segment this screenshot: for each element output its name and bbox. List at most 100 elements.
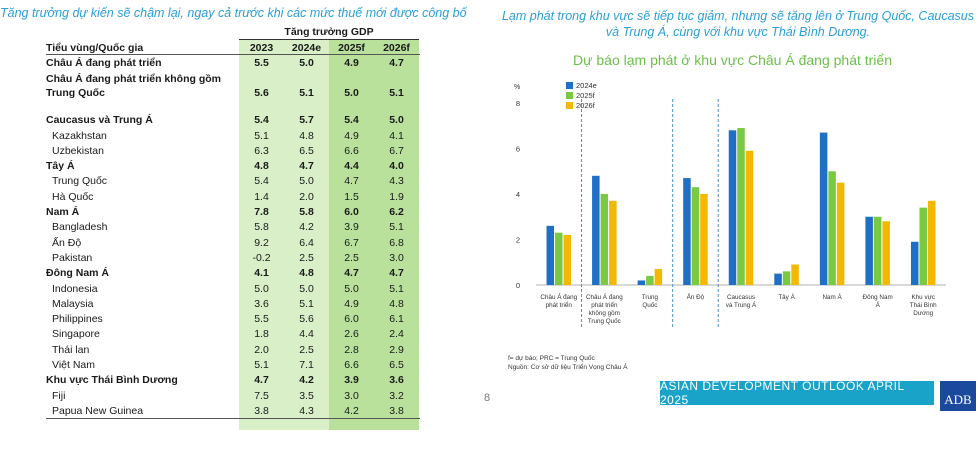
table-row: Caucasus và Trung Á 5.4 5.7 5.4 5.0 — [46, 113, 420, 128]
table-cell: 3.9 — [344, 374, 359, 387]
row-label: Caucasus và Trung Á — [46, 114, 153, 127]
table-cell: 4.1 — [389, 129, 404, 142]
x-tick-label: Nam Á — [822, 292, 842, 301]
table-cell: 5.1 — [299, 86, 314, 99]
table-cell: 6.5 — [299, 144, 314, 157]
table-cell: 3.9 — [344, 221, 359, 234]
table-cell: 5.1 — [389, 86, 404, 99]
bar-2026f — [927, 200, 936, 285]
table-row: Fiji 7.5 3.5 3.0 3.2 — [46, 388, 420, 403]
x-tick-label: Đông Nam — [863, 294, 893, 301]
row-label: Malaysia — [52, 297, 94, 310]
x-tick-label: Tây Á — [778, 292, 795, 301]
table-body: Châu Á đang phát triển 5.5 5.0 4.9 4.7 Châu Á… — [46, 55, 420, 419]
table-title: Tăng trưởng dự kiến sẽ chậm lại, ngay cả… — [0, 6, 467, 20]
x-tick-label: Khu vực — [911, 294, 934, 301]
footnote-definitions: f= dự báo; PRC = Trung Quốc — [508, 355, 595, 362]
table-cell: 2.5 — [299, 343, 314, 356]
bar-2026f — [609, 200, 617, 285]
chart-section-title: Lạm phát trong khu vực sẽ tiếp tục giảm,… — [501, 9, 975, 39]
table-cell: 2.0 — [254, 343, 269, 356]
table-cell: 5.0 — [344, 282, 359, 295]
table-cell: 6.6 — [344, 144, 359, 157]
table-cell: 7.1 — [299, 358, 314, 371]
row-label: Pakistan — [52, 251, 93, 264]
table-cell: 6.7 — [344, 236, 359, 249]
bar-2026f — [563, 234, 572, 285]
legend-label: 2024e — [576, 81, 597, 90]
bar-2024e — [637, 280, 646, 285]
table-row: Nam Á 7.8 5.8 6.0 6.2 — [46, 204, 420, 219]
table-cell: 5.4 — [344, 114, 359, 127]
x-tick-label: Dương — [913, 310, 933, 317]
row-label: Thái lan — [52, 343, 90, 356]
y-tick-label: 6 — [516, 145, 520, 154]
table-cell: 3.6 — [389, 374, 404, 387]
bar-2025f — [737, 128, 745, 285]
bar-2025f — [691, 187, 700, 285]
row-label: Tây Á — [46, 160, 75, 173]
table-cell: 4.2 — [299, 221, 314, 234]
table-row: Thái lan 2.0 2.5 2.8 2.9 — [46, 342, 420, 357]
bar-2025f — [600, 194, 609, 285]
y-tick-label: 0 — [516, 281, 520, 290]
table-cell: 5.5 — [254, 313, 269, 326]
x-tick-label: không gồm — [589, 308, 620, 317]
bar-2024e — [592, 175, 600, 285]
row-label: Philippines — [52, 313, 103, 326]
table-cell: 9.2 — [254, 236, 269, 249]
table-cell: 6.7 — [389, 144, 404, 157]
table-cell: 6.0 — [344, 313, 359, 326]
table-cell: 5.4 — [254, 175, 269, 188]
chart-title: Dự báo lạm phát ở khu vực Châu Á đang ph… — [573, 52, 892, 68]
table-cell: 2.8 — [344, 343, 359, 356]
table-cell: 2.0 — [299, 190, 314, 203]
table-cell: 4.1 — [254, 267, 269, 280]
table-cell: 4.2 — [299, 374, 314, 387]
row-label: Châu Á đang phát triển — [46, 56, 162, 69]
row-label: Nam Á — [46, 206, 80, 219]
table-row: Malaysia 3.6 5.1 4.9 4.8 — [46, 296, 420, 311]
column-header-year: 2023 — [249, 41, 274, 54]
table-row: Trung Quốc 5.4 5.0 4.7 4.3 — [46, 174, 420, 189]
table-cell: 4.8 — [299, 267, 314, 280]
y-tick-label: 4 — [516, 190, 520, 199]
chart-footnote: f= dự báo; PRC = Trung Quốc Nguồn: Cơ sở… — [508, 354, 627, 372]
bar-2025f — [646, 275, 654, 285]
row-label: Bangladesh — [52, 221, 108, 234]
x-tick-label: Ấn Độ — [687, 291, 705, 301]
table-cell: 2.4 — [389, 328, 404, 341]
table-cell: 6.2 — [389, 206, 404, 219]
table-cell: 5.1 — [254, 358, 269, 371]
bar-2026f — [836, 182, 845, 285]
page-number: 8 — [484, 392, 491, 404]
row-label: Papua New Guinea — [52, 404, 144, 417]
bar-2025f — [782, 271, 791, 285]
bar-2026f — [745, 150, 754, 285]
column-header-year: 2025f — [338, 41, 365, 54]
table-cell: 6.1 — [389, 313, 404, 326]
table-cell: 2.5 — [299, 251, 314, 264]
table-cell: 1.8 — [254, 328, 269, 341]
column-header-year: 2024e — [291, 41, 322, 54]
table-row: Khu vực Thái Bình Dương 4.7 4.2 3.9 3.6 — [46, 373, 420, 388]
table-row: Bangladesh 5.8 4.2 3.9 5.1 — [46, 220, 420, 235]
bar-2025f — [555, 232, 563, 285]
row-label: Kazakhstan — [52, 129, 107, 142]
x-tick-label: Thái Bình — [910, 302, 937, 309]
legend-label: 2026f — [576, 101, 596, 110]
table-row: Đông Nam Á 4.1 4.8 4.7 4.7 — [46, 266, 420, 281]
table-cell: 4.7 — [389, 56, 404, 69]
table-cell: 4.8 — [254, 160, 269, 173]
table-cell: 4.8 — [299, 129, 314, 142]
table-row: Philippines 5.5 5.6 6.0 6.1 — [46, 311, 420, 326]
table-cell: 3.6 — [254, 297, 269, 310]
x-tick-label: Á — [876, 300, 881, 309]
bar-2024e — [865, 216, 873, 285]
legend-swatch — [566, 92, 573, 99]
table-cell: 2.6 — [344, 328, 359, 341]
table-cell: 3.5 — [299, 389, 314, 402]
table-cell: 6.6 — [344, 358, 359, 371]
row-label: Indonesia — [52, 282, 98, 295]
